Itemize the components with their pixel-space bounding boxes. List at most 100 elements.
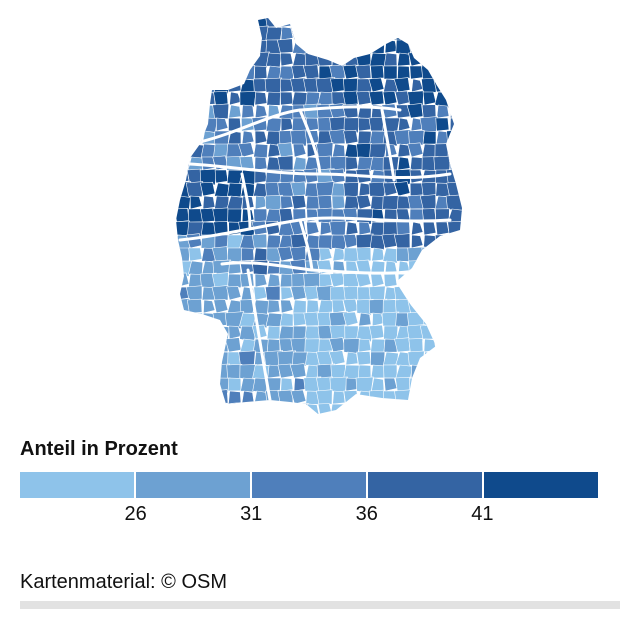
district-region — [486, 390, 490, 405]
district-region — [488, 92, 491, 106]
district-region — [317, 416, 332, 424]
district-region — [227, 18, 242, 28]
district-region — [408, 51, 424, 67]
district-region — [463, 40, 475, 53]
district-region — [434, 39, 450, 54]
district-region — [475, 105, 489, 119]
district-region — [201, 325, 217, 341]
district-region — [423, 338, 437, 353]
district-region — [396, 104, 411, 119]
district-region — [434, 325, 453, 343]
district-region — [435, 221, 450, 236]
district-region — [476, 157, 489, 170]
district-region — [186, 168, 203, 184]
district-region — [276, 38, 294, 54]
district-region — [410, 18, 424, 28]
district-region — [305, 91, 320, 106]
district-region — [176, 142, 177, 158]
district-region — [266, 417, 281, 424]
district-region — [355, 51, 372, 67]
district-region — [396, 18, 412, 29]
district-region — [488, 300, 490, 313]
district-region — [410, 26, 424, 41]
district-region — [239, 51, 255, 67]
district-region — [239, 156, 255, 171]
district-region — [186, 298, 203, 314]
district-region — [150, 287, 164, 302]
district-region — [488, 209, 490, 222]
district-region — [409, 182, 424, 197]
district-region — [176, 104, 192, 121]
district-region — [227, 377, 242, 392]
district-region — [435, 403, 450, 414]
state-border-line — [298, 218, 314, 272]
district-region — [176, 220, 190, 236]
district-region — [410, 417, 423, 424]
district-region — [176, 402, 190, 414]
district-region — [368, 285, 386, 302]
district-region — [345, 351, 359, 366]
district-region — [330, 403, 349, 414]
district-region — [448, 364, 462, 380]
district-region — [305, 195, 320, 210]
district-region — [435, 117, 450, 132]
district-region — [150, 299, 163, 313]
district-region — [176, 233, 177, 249]
district-region — [176, 18, 192, 30]
district-region — [317, 234, 334, 250]
district-region — [332, 390, 346, 405]
district-region — [475, 53, 488, 66]
district-region — [474, 326, 491, 342]
district-region — [227, 273, 243, 289]
district-region — [474, 144, 489, 159]
legend-swatch-3 — [252, 472, 368, 498]
district-region — [461, 273, 462, 288]
district-region — [459, 389, 462, 406]
district-region — [488, 27, 490, 40]
district-region — [331, 26, 346, 41]
district-region — [446, 285, 462, 301]
district-region — [226, 285, 242, 301]
district-region — [460, 117, 462, 133]
district-region — [213, 26, 231, 43]
district-region — [279, 312, 294, 327]
district-region — [488, 53, 490, 66]
district-region — [384, 39, 398, 54]
district-region — [433, 77, 450, 93]
district-region — [461, 65, 462, 81]
district-region — [290, 337, 307, 353]
district-region — [460, 234, 462, 250]
district-region — [475, 235, 488, 248]
district-region — [240, 78, 256, 94]
district-region — [487, 131, 490, 147]
district-region — [462, 131, 475, 144]
district-region — [176, 116, 191, 133]
district-region — [343, 129, 359, 145]
district-region — [319, 18, 333, 28]
district-region — [489, 235, 490, 248]
district-region — [436, 417, 449, 424]
district-region — [150, 26, 163, 40]
district-region — [463, 300, 475, 313]
district-region — [239, 65, 256, 81]
district-region — [199, 64, 216, 80]
district-region — [434, 234, 452, 251]
district-region — [176, 208, 177, 223]
district-region — [290, 129, 309, 147]
district-region — [381, 25, 398, 41]
district-region — [371, 403, 385, 414]
district-region — [254, 156, 268, 171]
district-region — [176, 338, 190, 353]
district-region — [254, 130, 268, 145]
district-region — [150, 247, 164, 262]
district-region — [422, 26, 438, 42]
district-region — [461, 91, 462, 106]
district-region — [176, 78, 177, 93]
district-region — [292, 299, 307, 314]
legend-tick-labels: 26 31 36 41 — [20, 503, 598, 529]
district-region — [487, 170, 490, 186]
district-region — [474, 365, 489, 380]
district-region — [150, 131, 164, 145]
district-region — [150, 65, 163, 80]
legend-swatch-4 — [368, 472, 484, 498]
